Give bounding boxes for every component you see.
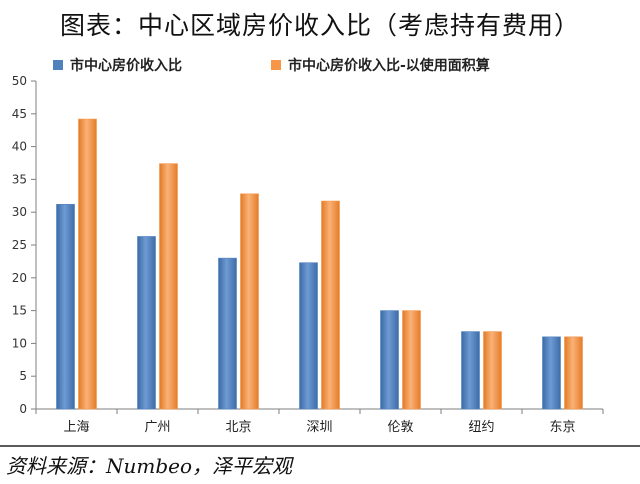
legend-swatch <box>271 60 281 70</box>
bar-blue <box>218 257 237 410</box>
chart-title: 图表：中心区域房价收入比（考虑持有费用） <box>59 11 580 40</box>
chart-legend: 市中心房价收入比 市中心房价收入比-以使用面积算 <box>53 57 490 74</box>
bar-blue <box>137 236 156 410</box>
x-tick-label: 深圳 <box>306 420 332 435</box>
legend-swatch <box>53 60 63 70</box>
y-tick-label: 40 <box>12 140 27 154</box>
bar-blue <box>461 331 480 410</box>
bar-blue <box>56 204 75 410</box>
x-tick-label: 东京 <box>549 420 575 435</box>
y-tick-label: 35 <box>12 172 27 186</box>
legend-label: 市中心房价收入比-以使用面积算 <box>288 57 490 74</box>
y-tick-label: 50 <box>12 74 27 88</box>
y-tick-label: 45 <box>12 107 27 121</box>
y-tick-label: 10 <box>12 336 27 350</box>
legend-label: 市中心房价收入比 <box>70 57 182 74</box>
bar-blue <box>380 310 399 410</box>
chart-bars <box>56 118 583 410</box>
footer-divider <box>0 445 640 447</box>
bar-orange <box>483 331 502 410</box>
bar-orange <box>321 200 340 410</box>
x-tick-label: 伦敦 <box>387 419 413 435</box>
bar-orange <box>78 118 97 410</box>
y-tick-label: 20 <box>12 271 27 285</box>
x-tick-label: 纽约 <box>468 420 494 435</box>
x-tick-label: 北京 <box>225 420 251 435</box>
x-tick-label: 上海 <box>63 420 89 435</box>
bar-blue <box>542 336 561 410</box>
y-tick-label: 0 <box>19 402 27 416</box>
source-note: 资料来源：Numbeo，泽平宏观 <box>6 454 293 478</box>
y-tick-label: 15 <box>12 304 27 318</box>
chart-axes: 0 5 10 15 20 25 30 35 40 45 50 上海 广州 北京 深圳 伦敦 纽约 东京 <box>12 74 604 435</box>
y-tick-label: 30 <box>12 205 27 219</box>
x-tick-label: 广州 <box>144 420 170 435</box>
bar-chart: 市中心房价收入比 市中心房价收入比-以使用面积算 0 5 10 15 20 25 30 35 40… <box>12 57 604 435</box>
bar-orange <box>159 163 178 410</box>
y-tick-label: 5 <box>19 369 27 383</box>
bar-orange <box>402 310 421 410</box>
bar-orange <box>240 193 259 410</box>
y-tick-label: 25 <box>12 238 27 252</box>
bar-blue <box>299 262 318 410</box>
bar-orange <box>564 336 583 410</box>
